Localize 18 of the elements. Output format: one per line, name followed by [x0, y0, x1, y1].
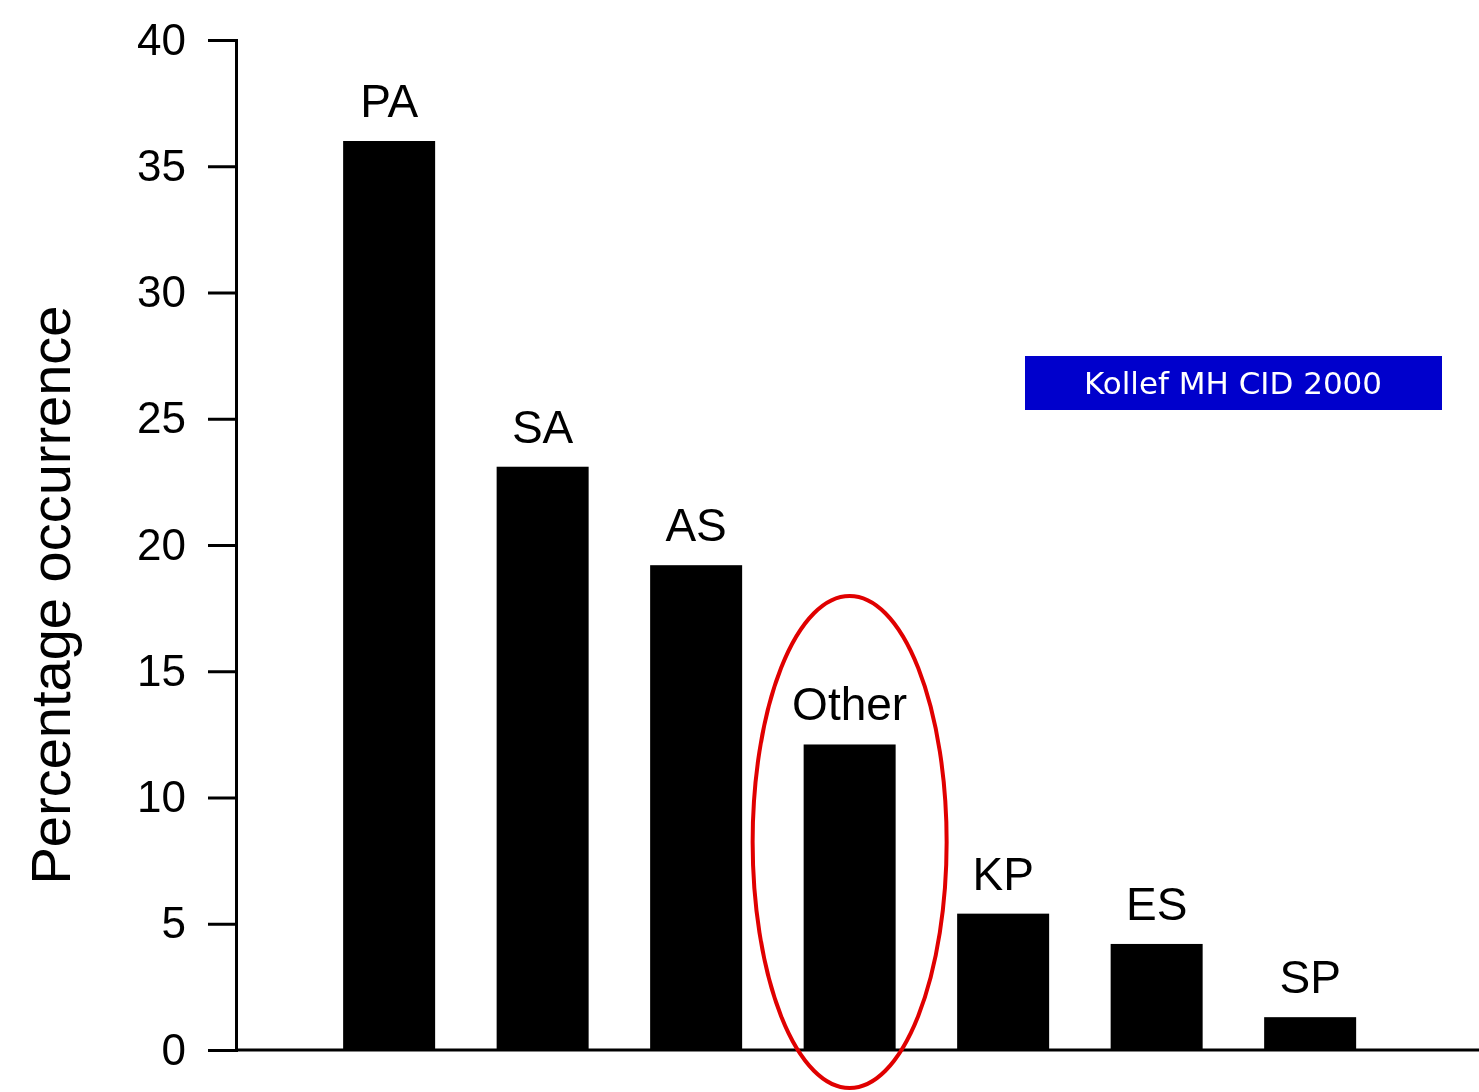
y-tick-label: 20 [137, 519, 186, 569]
x-tick-label: KP [972, 847, 1034, 900]
x-tick-label: AS [665, 499, 727, 552]
x-tick-label: PA [360, 75, 419, 127]
y-tick-label: 0 [161, 1024, 186, 1074]
x-tick-label: ES [1125, 877, 1188, 930]
annotation: Kollef MH CID 2000 [1083, 365, 1383, 401]
y-tick-label: 10 [137, 772, 186, 822]
y-axis-title: Percentage occurrence [19, 305, 82, 885]
x-tick-label: SA [511, 400, 574, 453]
y-tick-label: 30 [137, 267, 186, 317]
y-tick-label: 35 [137, 140, 186, 190]
y-tick-label: 25 [137, 393, 186, 443]
x-tick-label: Other [792, 678, 908, 731]
x-tick-label: SP [1279, 951, 1341, 1004]
y-tick-label: 40 [137, 14, 186, 64]
y-tick-label: 5 [161, 898, 186, 948]
y-tick-label: 15 [137, 645, 186, 695]
